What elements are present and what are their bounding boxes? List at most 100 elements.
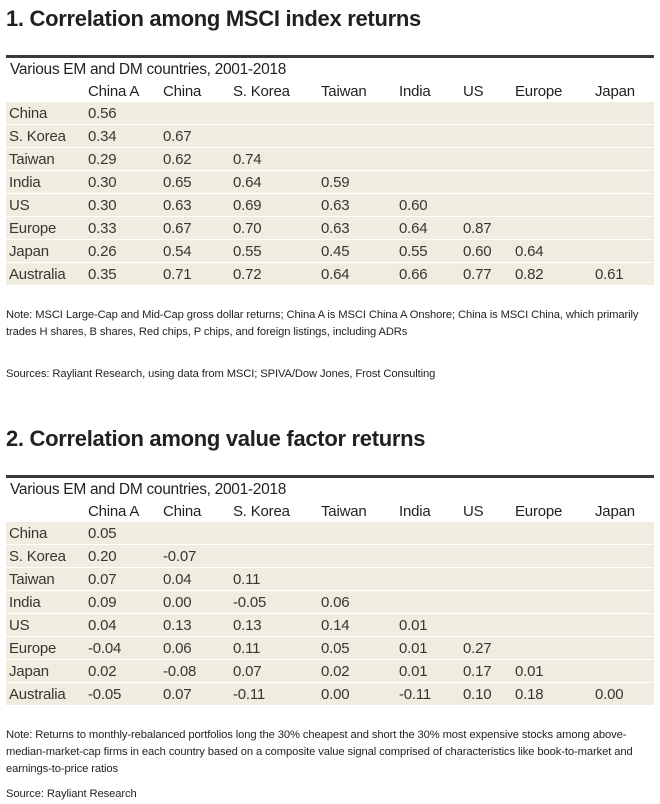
correlation-cell: 0.13 <box>230 614 318 637</box>
correlation-cell: 0.63 <box>160 194 230 217</box>
correlation-cell <box>592 637 654 660</box>
correlation-cell <box>460 125 512 148</box>
correlation-cell: 0.59 <box>318 171 396 194</box>
correlation-cell: 0.60 <box>396 194 460 217</box>
correlation-cell <box>592 102 654 125</box>
correlation-cell: 0.70 <box>230 217 318 240</box>
section-2-title: 2. Correlation among value factor return… <box>6 426 426 451</box>
correlation-cell <box>460 171 512 194</box>
row-label: Europe <box>6 637 85 660</box>
correlation-cell: 0.82 <box>512 263 592 286</box>
correlation-cell: 0.35 <box>85 263 160 286</box>
section-2-subtitle: Various EM and DM countries, 2001-2018 <box>10 481 287 498</box>
msci-correlation-table: China A China S. Korea Taiwan India US Europe J… <box>6 80 654 286</box>
correlation-cell: -0.11 <box>396 683 460 706</box>
correlation-cell <box>396 591 460 614</box>
table-row: S. Korea 0.34 0.67 <box>6 125 654 148</box>
correlation-cell <box>318 125 396 148</box>
column-header: US <box>463 502 484 520</box>
correlation-cell <box>460 194 512 217</box>
correlation-cell: -0.08 <box>160 660 230 683</box>
table-row: S. Korea 0.20 -0.07 <box>6 545 654 568</box>
table-row: China 0.56 <box>6 102 654 125</box>
correlation-cell: 0.63 <box>318 194 396 217</box>
correlation-cell: -0.07 <box>160 545 230 568</box>
correlation-cell: -0.11 <box>230 683 318 706</box>
correlation-cell: 0.04 <box>160 568 230 591</box>
correlation-cell: 0.54 <box>160 240 230 263</box>
row-label: China <box>6 102 85 125</box>
correlation-cell <box>396 102 460 125</box>
correlation-cell <box>318 522 396 545</box>
table-row: Australia -0.05 0.07 -0.11 0.00 -0.11 0.10 0.18… <box>6 683 654 706</box>
column-header: Japan <box>595 502 635 520</box>
table-row: China 0.05 <box>6 522 654 545</box>
correlation-cell: 0.27 <box>460 637 512 660</box>
correlation-cell <box>318 545 396 568</box>
correlation-cell: 0.64 <box>230 171 318 194</box>
corner-cell <box>6 80 85 102</box>
table-row: India 0.09 0.00 -0.05 0.06 <box>6 591 654 614</box>
correlation-cell: 0.00 <box>160 591 230 614</box>
table-row: US 0.04 0.13 0.13 0.14 0.01 <box>6 614 654 637</box>
correlation-cell <box>396 171 460 194</box>
correlation-cell: 0.02 <box>85 660 160 683</box>
correlation-cell <box>318 102 396 125</box>
correlation-cell <box>230 522 318 545</box>
correlation-cell: 0.01 <box>512 660 592 683</box>
correlation-cell <box>460 522 512 545</box>
correlation-cell: -0.05 <box>85 683 160 706</box>
row-label: Japan <box>6 240 85 263</box>
correlation-cell <box>512 102 592 125</box>
correlation-cell: 0.60 <box>460 240 512 263</box>
correlation-cell: 0.14 <box>318 614 396 637</box>
correlation-cell <box>460 568 512 591</box>
section-1-note: Note: MSCI Large-Cap and Mid-Cap gross d… <box>6 309 639 338</box>
correlation-cell: 0.77 <box>460 263 512 286</box>
row-label: US <box>6 194 85 217</box>
correlation-cell: 0.67 <box>160 217 230 240</box>
correlation-cell <box>592 125 654 148</box>
correlation-cell: 0.55 <box>396 240 460 263</box>
column-header: China <box>163 82 202 100</box>
correlation-cell <box>460 148 512 171</box>
column-header: S. Korea <box>233 502 290 520</box>
correlation-cell: 0.17 <box>460 660 512 683</box>
correlation-cell: 0.07 <box>160 683 230 706</box>
correlation-cell: 0.34 <box>85 125 160 148</box>
correlation-cell: 0.18 <box>512 683 592 706</box>
correlation-cell: 0.33 <box>85 217 160 240</box>
correlation-cell <box>230 125 318 148</box>
correlation-cell: 0.56 <box>85 102 160 125</box>
corner-cell <box>6 500 85 522</box>
correlation-cell: 0.64 <box>318 263 396 286</box>
correlation-cell <box>592 660 654 683</box>
correlation-cell: 0.29 <box>85 148 160 171</box>
correlation-cell: 0.00 <box>318 683 396 706</box>
correlation-cell <box>460 614 512 637</box>
correlation-cell: 0.01 <box>396 660 460 683</box>
correlation-cell: 0.63 <box>318 217 396 240</box>
correlation-cell: 0.64 <box>396 217 460 240</box>
section-1-source: Sources: Rayliant Research, using data f… <box>6 368 436 380</box>
row-label: Europe <box>6 217 85 240</box>
correlation-cell <box>396 148 460 171</box>
correlation-cell: 0.10 <box>460 683 512 706</box>
correlation-cell <box>160 102 230 125</box>
correlation-cell <box>592 522 654 545</box>
table-row: Japan 0.02 -0.08 0.07 0.02 0.01 0.17 0.01 <box>6 660 654 683</box>
correlation-cell <box>396 568 460 591</box>
column-header: Taiwan <box>321 502 367 520</box>
correlation-cell: -0.04 <box>85 637 160 660</box>
correlation-cell <box>396 125 460 148</box>
correlation-cell <box>230 545 318 568</box>
correlation-cell: 0.69 <box>230 194 318 217</box>
section-2-note: Note: Returns to monthly-rebalanced port… <box>6 729 633 775</box>
correlation-cell <box>592 148 654 171</box>
correlation-cell <box>592 194 654 217</box>
correlation-cell <box>512 522 592 545</box>
correlation-cell: 0.07 <box>85 568 160 591</box>
correlation-cell: 0.06 <box>318 591 396 614</box>
column-header: Taiwan <box>321 82 367 100</box>
correlation-cell: 0.01 <box>396 637 460 660</box>
